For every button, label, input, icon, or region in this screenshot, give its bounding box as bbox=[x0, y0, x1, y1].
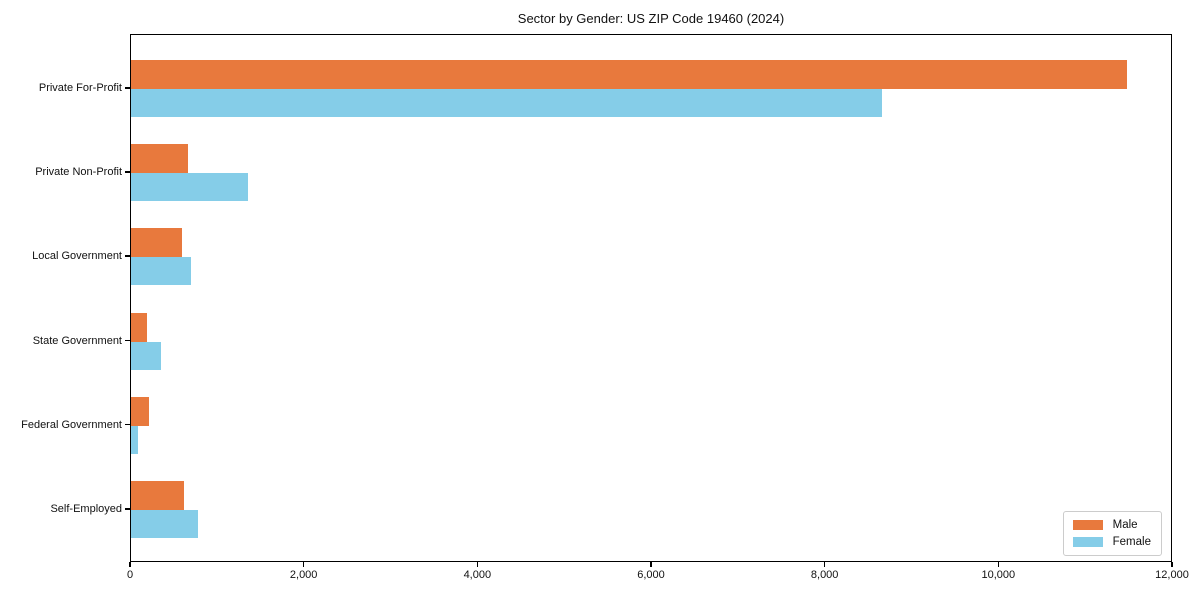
bar-male bbox=[131, 228, 182, 258]
x-tick-mark bbox=[823, 562, 826, 567]
y-tick-label: Federal Government bbox=[21, 418, 122, 431]
bar-female bbox=[131, 257, 191, 286]
bar-female bbox=[131, 341, 161, 370]
x-tick-label: 2,000 bbox=[289, 569, 318, 581]
bar-male bbox=[131, 396, 149, 426]
y-tick-label: State Government bbox=[32, 334, 122, 347]
y-tick-label: Local Government bbox=[32, 250, 122, 263]
y-tick-mark bbox=[125, 171, 130, 173]
legend: Male Female bbox=[1062, 511, 1162, 556]
chart-title: Sector by Gender: US ZIP Code 19460 (202… bbox=[517, 11, 785, 26]
x-tick-mark bbox=[476, 562, 479, 567]
y-tick-mark bbox=[125, 423, 130, 426]
bar-female bbox=[131, 89, 882, 117]
bar-male bbox=[131, 60, 1127, 89]
bar-male bbox=[131, 481, 184, 510]
legend-item-female: Female bbox=[1072, 536, 1151, 548]
x-tick-label: 12,000 bbox=[1155, 569, 1189, 581]
x-tick-label: 6,000 bbox=[637, 569, 665, 581]
y-tick-mark bbox=[125, 508, 130, 510]
legend-label-male: Male bbox=[1112, 519, 1138, 531]
y-tick-label: Private For-Profit bbox=[38, 82, 122, 94]
x-tick-label: 0 bbox=[126, 569, 134, 581]
y-tick-mark bbox=[125, 255, 130, 257]
x-tick-mark bbox=[650, 562, 652, 567]
x-tick-label: 10,000 bbox=[981, 569, 1016, 581]
x-tick-label: 4,000 bbox=[463, 569, 492, 581]
legend-swatch-female bbox=[1072, 537, 1103, 547]
x-tick-label: 8,000 bbox=[810, 569, 839, 581]
bar-male bbox=[131, 312, 147, 342]
bar-male bbox=[131, 144, 188, 174]
x-tick-mark bbox=[302, 562, 305, 567]
legend-item-male: Male bbox=[1072, 519, 1151, 531]
bar-female bbox=[131, 425, 138, 454]
y-tick-mark bbox=[125, 87, 130, 89]
bar-female bbox=[131, 173, 248, 202]
x-tick-mark bbox=[997, 562, 1000, 567]
plot-area: Male Female bbox=[130, 34, 1172, 562]
x-tick-mark bbox=[129, 562, 131, 567]
x-tick-mark bbox=[1171, 562, 1173, 567]
legend-swatch-male bbox=[1072, 520, 1103, 530]
y-tick-mark bbox=[125, 339, 130, 342]
legend-label-female: Female bbox=[1112, 536, 1151, 548]
y-tick-label: Private Non-Profit bbox=[35, 166, 122, 179]
bar-female bbox=[131, 510, 198, 538]
y-tick-label: Self-Employed bbox=[50, 503, 122, 515]
